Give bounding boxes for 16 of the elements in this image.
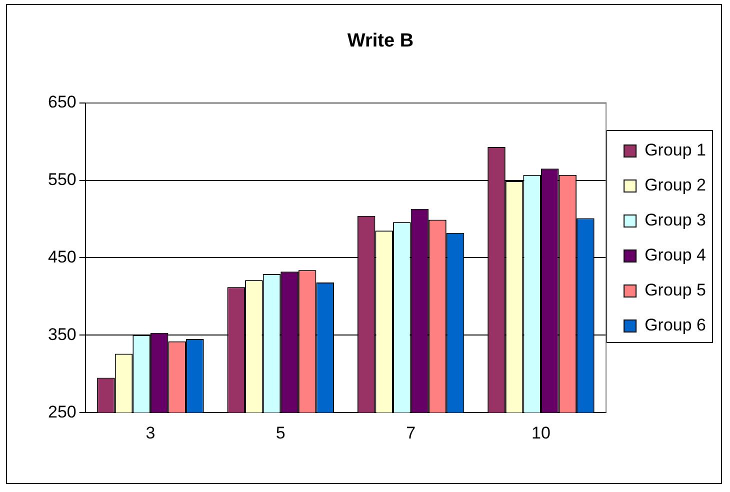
legend-label: Group 3 — [644, 210, 706, 230]
y-tick-label: 250 — [48, 402, 76, 422]
legend-label: Group 5 — [644, 280, 706, 300]
legend-label: Group 2 — [644, 176, 706, 195]
legend-label: Group 6 — [644, 316, 706, 335]
x-tick-label: 7 — [406, 423, 416, 442]
y-tick-label: 650 — [48, 92, 76, 112]
x-tick-label: 10 — [532, 423, 550, 442]
chart-title: Write B — [347, 30, 414, 52]
legend-label: Group 4 — [644, 246, 706, 265]
y-tick-label: 350 — [48, 324, 76, 344]
legend-label: Group 1 — [644, 140, 706, 160]
y-tick-label: 450 — [48, 247, 76, 266]
x-tick-label: 3 — [146, 423, 156, 442]
x-tick-label: 5 — [276, 423, 286, 442]
y-tick-label: 550 — [48, 170, 76, 189]
